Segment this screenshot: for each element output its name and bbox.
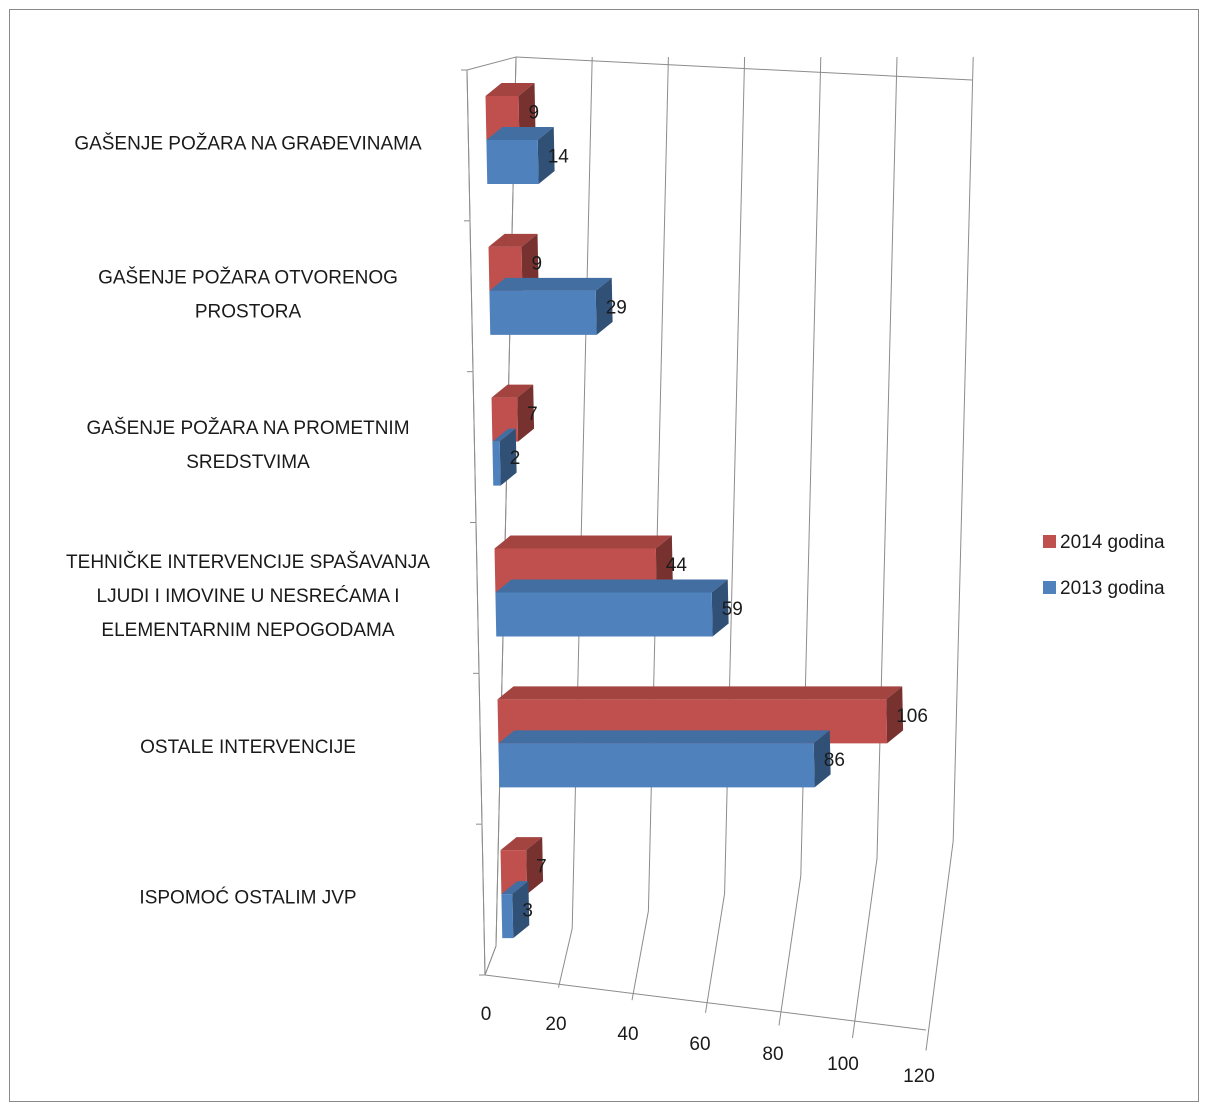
gridline-floor-3 [705, 893, 726, 1013]
bar-2013-3 [495, 579, 729, 637]
x-tick-label-2: 40 [617, 1024, 638, 1045]
gridline-floor-6 [925, 840, 954, 1051]
back-wall-top-edge [515, 56, 973, 81]
legend-swatch-0 [1043, 535, 1056, 548]
bar-top-face [486, 127, 554, 140]
category-label-line: TEHNIČKE INTERVENCIJE SPAŠAVANJA [66, 551, 430, 573]
category-label-0: GAŠENJE POŽARA NA GRAĐEVINAMA [74, 132, 422, 154]
chart-axes [461, 56, 973, 1031]
value-label-2014-2: 7 [527, 404, 538, 425]
category-label-line: SREDSTVIMA [186, 452, 310, 473]
bar-2013-5 [501, 881, 530, 939]
bar-top-face [500, 837, 543, 851]
gridline-floor-4 [778, 875, 802, 1026]
x-tick-label-4: 80 [762, 1044, 783, 1065]
bar-end-face [813, 730, 831, 788]
gridline-floor-0 [484, 945, 497, 976]
value-label-2014-5: 7 [536, 857, 547, 878]
bar-end-face [499, 428, 517, 486]
chart-tick-labels: 0 20 40 60 80 100 120 [481, 1004, 935, 1087]
bar-top-face [497, 686, 903, 700]
value-label-2014-3: 44 [666, 555, 688, 576]
bar-top-face [495, 579, 728, 593]
category-label-line: ISPOMOĆ OSTALIM JVP [139, 887, 356, 909]
gridline-floor-1 [558, 928, 573, 988]
bar-end-face [518, 83, 536, 140]
category-label-line: GAŠENJE POŽARA OTVORENOG [98, 266, 398, 288]
bar-end-face [512, 881, 530, 939]
gridline-back-6 [952, 56, 974, 842]
bar-2013-4 [498, 730, 831, 788]
bar-front-face [486, 140, 539, 184]
bar-top-face [489, 277, 612, 291]
x-tick-label-1: 20 [545, 1014, 566, 1035]
bar-end-face [537, 127, 555, 184]
bar-top-face [501, 881, 529, 895]
x-tick-label-3: 60 [689, 1034, 710, 1055]
bar-front-face [489, 290, 597, 335]
chart-category-labels: GAŠENJE POŽARA NA GRAĐEVINAMA GAŠENJE POŽ… [66, 132, 430, 908]
bar-2014-1 [488, 233, 539, 291]
bar-end-face [595, 277, 613, 335]
bar-front-face [501, 894, 514, 939]
category-label-line: OSTALE INTERVENCIJE [140, 737, 356, 758]
gridline-back-0 [495, 56, 517, 947]
legend-swatch-1 [1043, 581, 1056, 594]
category-label-3: TEHNIČKE INTERVENCIJE SPAŠAVANJA LJUDI I … [66, 551, 430, 641]
value-label-2013-0: 14 [548, 147, 570, 168]
category-label-line: LJUDI I IMOVINE U NESREĆAMA I [97, 585, 400, 607]
value-label-2014-1: 9 [532, 253, 543, 274]
bar-top-face [488, 233, 538, 247]
bar-end-face [655, 535, 673, 593]
bar-end-face [886, 686, 904, 744]
legend-label-0: 2014 godina [1060, 532, 1165, 553]
category-label-1: GAŠENJE POŽARA OTVORENOG PROSTORA [98, 266, 398, 322]
category-label-line: PROSTORA [195, 301, 302, 322]
bar-top-face [491, 384, 534, 398]
value-label-2013-5: 3 [522, 901, 533, 922]
bar-2013-0 [486, 127, 555, 184]
value-label-2014-0: 9 [529, 103, 540, 124]
chart-bars [485, 83, 904, 939]
x-tick-label-0: 0 [481, 1004, 492, 1025]
category-label-4: OSTALE INTERVENCIJE [140, 737, 356, 758]
category-label-2: GAŠENJE POŽARA NA PROMETNIM SREDSTVIMA [86, 417, 409, 473]
bar-front-face [498, 743, 815, 788]
bar-top-face [498, 730, 830, 744]
floor-front-edge [484, 974, 927, 1031]
value-label-2013-1: 29 [606, 297, 627, 318]
bar-end-face [517, 384, 535, 442]
bar-end-face [521, 233, 539, 291]
value-label-2013-3: 59 [722, 599, 743, 620]
gridline-floor-2 [631, 910, 649, 1001]
bar-2013-1 [489, 277, 613, 335]
chart-walls [466, 56, 517, 976]
value-label-2014-4: 106 [896, 706, 928, 727]
bar-top-face [485, 83, 535, 96]
category-label-line: ELEMENTARNIM NEPOGODAMA [101, 620, 394, 641]
gridline-back-1 [571, 56, 593, 929]
bar-front-face [495, 592, 713, 637]
bar-end-face [526, 837, 544, 895]
legend-label-1: 2013 godina [1060, 578, 1165, 599]
bar-top-face [494, 535, 672, 549]
side-wall [466, 56, 517, 976]
category-label-line: GAŠENJE POŽARA NA GRAĐEVINAMA [74, 132, 422, 154]
bar-top-face [492, 428, 516, 442]
x-tick-label-6: 120 [903, 1066, 935, 1087]
category-label-5: ISPOMOĆ OSTALIM JVP [139, 887, 356, 909]
bar-end-face [711, 579, 729, 637]
x-tick-label-5: 100 [827, 1054, 859, 1075]
category-label-line: GAŠENJE POŽARA NA PROMETNIM [86, 417, 409, 439]
value-label-2013-2: 2 [510, 448, 521, 469]
chart-legend: 2014 godina 2013 godina [1043, 532, 1165, 599]
bar-2013-2 [492, 428, 517, 486]
chart-value-labels: 9 14 9 29 7 2 44 59 106 86 7 3 [510, 103, 928, 922]
value-label-2013-4: 86 [824, 750, 845, 771]
bar-front-face [492, 441, 501, 486]
gridline-floor-5 [852, 858, 878, 1039]
